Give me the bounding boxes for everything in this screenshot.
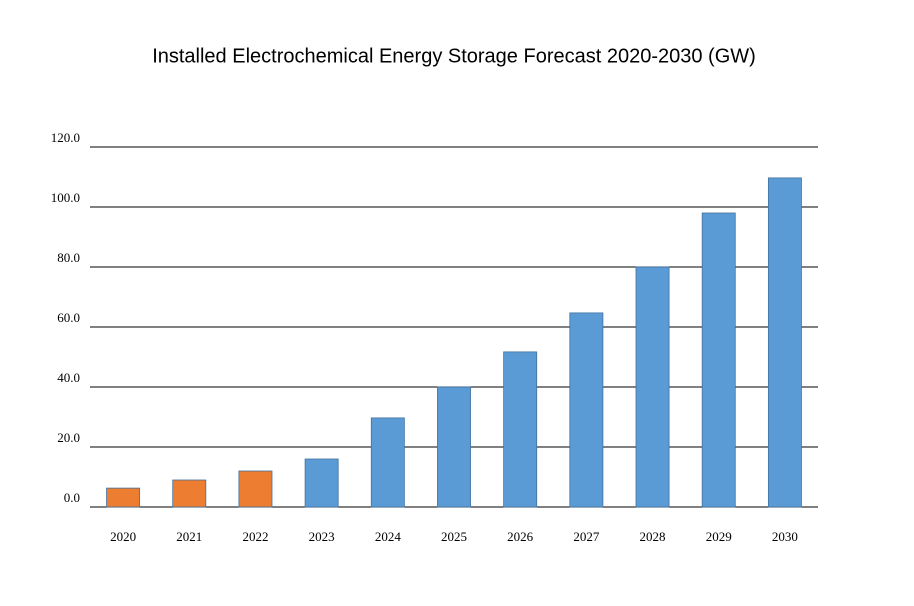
x-tick-label: 2021 xyxy=(176,529,202,544)
x-tick-label: 2026 xyxy=(507,529,534,544)
bar xyxy=(767,177,802,508)
y-tick-label: 20.0 xyxy=(57,430,80,445)
y-tick-label: 0.0 xyxy=(64,490,80,505)
bar xyxy=(635,266,670,508)
bar xyxy=(437,386,471,508)
x-tick-label: 2027 xyxy=(573,529,600,544)
bar xyxy=(370,417,405,508)
x-tick-label: 2022 xyxy=(242,529,268,544)
y-tick-label: 80.0 xyxy=(57,250,80,265)
bar xyxy=(503,351,538,508)
bar xyxy=(304,458,339,508)
bar xyxy=(569,312,604,508)
y-tick-label: 40.0 xyxy=(57,370,80,385)
bar xyxy=(106,487,141,508)
bar xyxy=(238,470,273,508)
bar xyxy=(701,212,736,508)
x-tick-label: 2029 xyxy=(706,529,732,544)
y-tick-label: 60.0 xyxy=(57,310,80,325)
x-tick-label: 2023 xyxy=(309,529,335,544)
x-tick-label: 2028 xyxy=(640,529,666,544)
y-tick-label: 100.0 xyxy=(51,190,80,205)
y-tick-label: 120.0 xyxy=(51,130,80,145)
bar xyxy=(172,479,207,508)
x-tick-label: 2030 xyxy=(772,529,798,544)
x-tick-label: 2024 xyxy=(375,529,402,544)
x-tick-label: 2020 xyxy=(110,529,136,544)
chart-title: Installed Electrochemical Energy Storage… xyxy=(152,45,756,67)
x-tick-label: 2025 xyxy=(441,529,467,544)
